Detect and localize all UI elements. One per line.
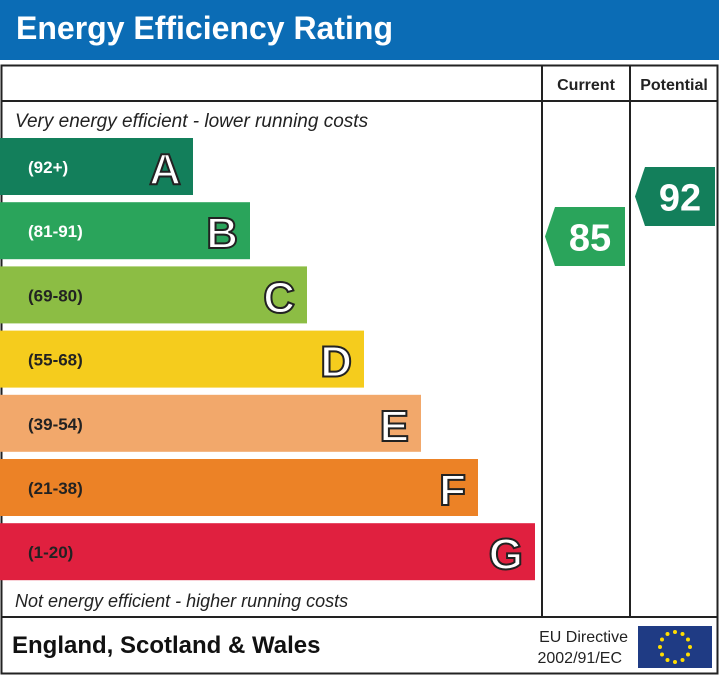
header-bar: Energy Efficiency Rating <box>0 0 719 60</box>
band-range-D: (55-68) <box>28 351 83 370</box>
band-bar-D <box>0 330 364 388</box>
eu-star-icon <box>673 660 677 664</box>
column-header-current: Current <box>557 77 615 94</box>
band-bar-G <box>0 523 535 581</box>
top-note: Very energy efficient - lower running co… <box>15 111 369 132</box>
band-B: (81-91) B <box>0 202 250 260</box>
band-bar-E <box>0 394 421 452</box>
region-label: England, Scotland & Wales <box>12 632 320 659</box>
band-G: (1-20) G <box>0 523 535 581</box>
directive-line2: 2002/91/EC <box>537 650 622 667</box>
band-letter-B: B <box>206 209 238 258</box>
eu-star-icon <box>680 657 685 662</box>
band-letter-F: F <box>439 466 466 515</box>
eu-star-icon <box>665 632 670 637</box>
eu-star-icon <box>685 652 690 657</box>
eu-star-icon <box>688 645 692 649</box>
band-range-A: (92+) <box>28 158 68 177</box>
band-C: (69-80) C <box>0 266 307 324</box>
column-header-potential: Potential <box>640 77 708 94</box>
band-range-C: (69-80) <box>28 286 83 305</box>
band-range-E: (39-54) <box>28 415 83 434</box>
band-bar-B <box>0 202 250 260</box>
band-letter-E: E <box>380 402 409 451</box>
band-bar-C <box>0 266 307 324</box>
eu-star-icon <box>658 645 662 649</box>
eu-star-icon <box>660 652 665 657</box>
current-rating-arrow-shape <box>545 207 625 266</box>
bottom-note: Not energy efficient - higher running co… <box>15 591 348 611</box>
potential-rating-arrow: 92 <box>635 167 715 226</box>
potential-rating-value: 92 <box>659 178 701 220</box>
current-rating-arrow: 85 <box>545 207 625 266</box>
band-bar-F <box>0 459 478 516</box>
band-range-B: (81-91) <box>28 222 83 241</box>
band-A: (92+) A <box>0 138 193 195</box>
directive-line1: EU Directive <box>539 629 628 646</box>
band-F: (21-38) F <box>0 459 478 516</box>
page-title: Energy Efficiency Rating <box>16 10 393 46</box>
band-letter-A: A <box>149 145 181 194</box>
band-range-F: (21-38) <box>28 479 83 498</box>
band-range-G: (1-20) <box>28 543 73 562</box>
band-letter-G: G <box>489 530 523 579</box>
current-rating-value: 85 <box>569 218 611 260</box>
band-E: (39-54) E <box>0 394 421 452</box>
eu-flag-icon <box>638 626 712 668</box>
eu-star-icon <box>660 637 665 642</box>
eu-star-icon <box>673 630 677 634</box>
potential-rating-arrow-shape <box>635 167 715 226</box>
band-letter-D: D <box>320 338 352 387</box>
band-bar-A <box>0 138 193 195</box>
eu-star-icon <box>680 632 685 637</box>
band-D: (55-68) D <box>0 330 364 388</box>
eu-star-icon <box>665 657 670 662</box>
band-letter-C: C <box>263 273 295 322</box>
eu-star-icon <box>685 637 690 642</box>
